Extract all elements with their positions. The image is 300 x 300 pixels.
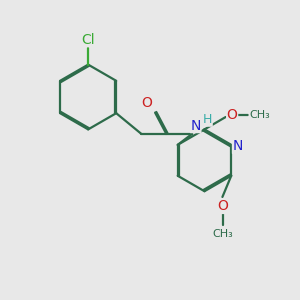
Text: O: O: [141, 96, 152, 110]
Text: N: N: [232, 139, 243, 153]
Text: CH₃: CH₃: [213, 229, 233, 239]
Text: O: O: [227, 108, 238, 122]
Text: O: O: [218, 200, 228, 213]
Text: CH₃: CH₃: [249, 110, 270, 120]
Text: N: N: [190, 118, 201, 133]
Text: H: H: [203, 113, 212, 126]
Text: Cl: Cl: [81, 33, 95, 46]
